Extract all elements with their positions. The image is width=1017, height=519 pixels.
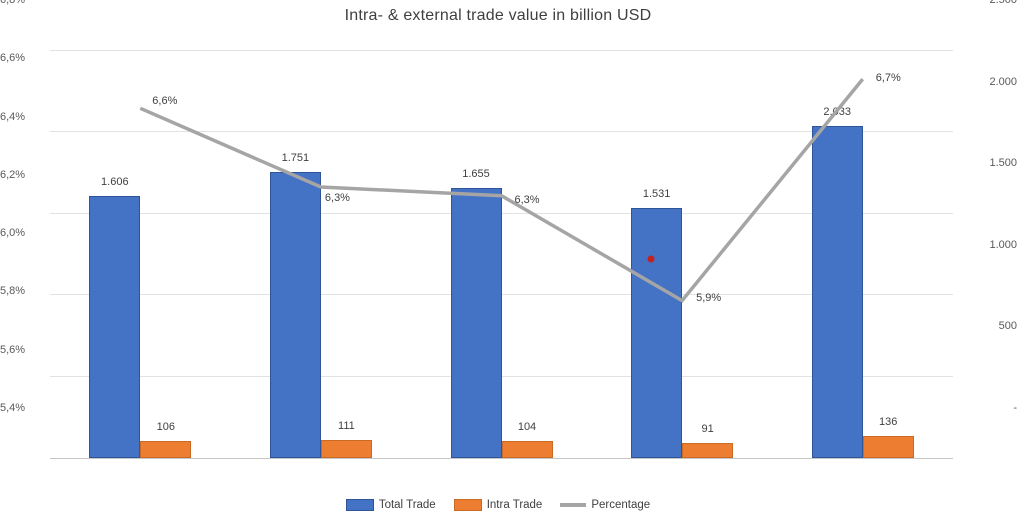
- legend-label-total-trade: Total Trade: [378, 499, 436, 511]
- value-label-intra-trade: 136: [879, 415, 898, 428]
- legend-item-percentage: Percentage: [560, 499, 650, 511]
- legend-swatch-total-trade: [345, 499, 374, 511]
- value-label-total-trade: 1.531: [642, 188, 671, 201]
- left-axis-tick-label: -: [1013, 402, 1017, 414]
- legend-item-intra-trade: Intra Trade: [453, 499, 543, 511]
- value-label-total-trade: 1.751: [281, 152, 310, 165]
- value-label-intra-trade: 111: [338, 419, 355, 432]
- percentage-point-label: 6,3%: [514, 193, 540, 206]
- bar-intra-trade: [140, 440, 192, 458]
- bar-total-trade: [811, 126, 863, 458]
- left-axis-tick-label: 1.500: [989, 157, 1017, 170]
- right-axis-tick-label: 6,8%: [0, 0, 26, 6]
- bar-intra-trade: [862, 435, 914, 458]
- bar-total-trade: [89, 195, 141, 458]
- right-axis-tick-label: 6,6%: [0, 52, 26, 65]
- value-label-total-trade: 1.655: [462, 167, 490, 180]
- value-label-intra-trade: 106: [156, 420, 175, 433]
- right-axis-tick-label: 5,6%: [0, 343, 26, 356]
- bar-total-trade: [269, 172, 321, 458]
- left-axis-tick-label: 1.000: [989, 238, 1017, 251]
- legend-label-percentage: Percentage: [591, 499, 651, 511]
- percentage-point-label: 6,3%: [324, 191, 350, 204]
- x-axis-line: [50, 457, 953, 459]
- bar-intra-trade: [320, 439, 372, 458]
- right-axis-tick-label: 6,2%: [0, 168, 26, 181]
- right-axis-tick-label: 6,4%: [0, 110, 26, 123]
- legend-label-intra-trade: Intra Trade: [486, 499, 543, 511]
- red-dot-marker: [647, 255, 655, 263]
- legend: Total Trade Intra Trade Percentage: [0, 499, 996, 511]
- gridline: [50, 294, 953, 296]
- right-axis-tick-label: 5,8%: [0, 285, 26, 298]
- legend-swatch-intra-trade: [453, 499, 482, 511]
- bar-total-trade: [450, 187, 502, 458]
- gridline: [50, 131, 953, 133]
- left-axis-tick-label: 500: [998, 320, 1017, 333]
- left-axis: 2.500 2.000 1.500 1.000 500 -: [0, 0, 1017, 414]
- left-axis-tick-label: 2.500: [989, 0, 1017, 6]
- chart-title: Intra- & external trade value in billion…: [344, 7, 652, 24]
- plot-area: 1.606 1.751 1.655 1.531 2.033 106 111 104 91 136 6…: [50, 49, 953, 459]
- legend-swatch-percentage: [560, 503, 587, 507]
- value-label-total-trade: 1.606: [101, 175, 129, 188]
- percentage-point-label: 5,9%: [696, 291, 722, 304]
- left-axis-tick-label: 2.000: [989, 75, 1017, 88]
- value-label-intra-trade: 104: [517, 421, 537, 434]
- gridline: [50, 212, 953, 214]
- gridline: [50, 375, 953, 377]
- percentage-point-label: 6,6%: [152, 95, 178, 108]
- value-label-intra-trade: 91: [701, 423, 714, 436]
- right-axis-tick-label: 5,4%: [0, 402, 26, 414]
- right-axis: 6,8% 6,6% 6,4% 6,2% 6,0% 5,8% 5,6% 5,4%: [0, 0, 48, 519]
- percentage-line: [139, 77, 865, 303]
- bar-intra-trade: [501, 441, 553, 458]
- bar-intra-trade: [682, 443, 734, 458]
- line-layer: [139, 77, 865, 303]
- right-axis-tick-label: 6,0%: [0, 227, 26, 240]
- gridline: [50, 49, 953, 51]
- percentage-point-label: 6,7%: [875, 72, 901, 85]
- bar-total-trade: [631, 208, 683, 458]
- legend-item-total-trade: Total Trade: [345, 499, 436, 511]
